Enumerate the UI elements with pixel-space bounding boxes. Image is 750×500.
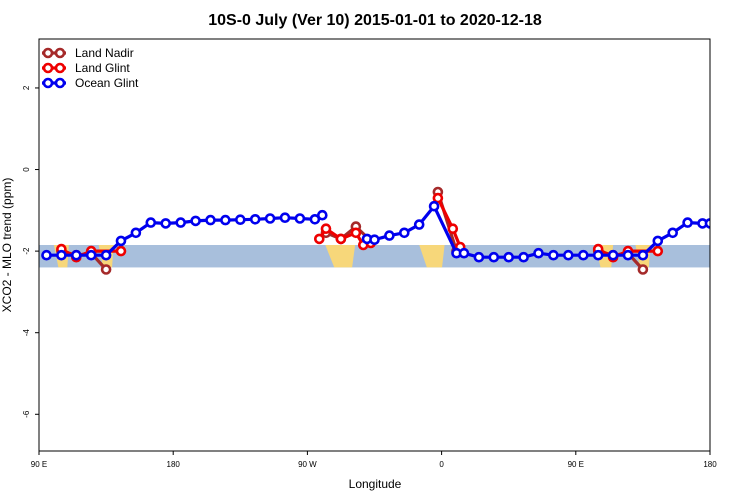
data-point	[518, 251, 529, 263]
y-axis-label: XCO2 - MLO trend (ppm)	[0, 178, 14, 313]
data-point	[413, 219, 425, 230]
data-point	[115, 245, 127, 257]
data-point	[100, 249, 112, 261]
series-group	[41, 186, 710, 275]
data-point	[100, 264, 112, 275]
data-point	[622, 249, 634, 261]
y-tick-label: -2	[22, 247, 31, 255]
data-point	[145, 217, 157, 228]
data-point	[350, 227, 362, 239]
data-point	[398, 227, 410, 239]
data-point	[682, 217, 693, 228]
legend-item: Land Glint	[42, 61, 130, 75]
data-point	[384, 230, 395, 241]
data-point	[562, 249, 574, 261]
data-point	[249, 214, 261, 225]
data-point	[309, 214, 321, 225]
data-point	[577, 249, 589, 261]
legend-marker	[54, 77, 66, 89]
x-tick-label: 90 E	[31, 460, 47, 469]
data-point	[313, 233, 325, 245]
data-point	[41, 249, 52, 261]
y-tick-label: 2	[22, 85, 31, 90]
data-point	[548, 249, 559, 261]
legend-item: Ocean Glint	[42, 76, 139, 90]
data-point	[432, 192, 444, 204]
x-tick-label: 0	[439, 460, 444, 469]
data-point	[533, 247, 544, 259]
legend-item: Land Nadir	[42, 46, 134, 60]
series-line	[325, 225, 372, 243]
data-point	[316, 209, 328, 221]
series-ocean-glint	[41, 200, 710, 263]
data-point	[220, 214, 231, 226]
data-point	[488, 251, 500, 263]
data-point	[447, 223, 459, 234]
legend-label: Land Nadir	[75, 46, 134, 60]
x-tick-label: 180	[703, 460, 717, 469]
data-point	[235, 214, 246, 225]
plot-frame	[38, 38, 711, 452]
plot-area	[39, 186, 710, 275]
legend-marker	[54, 62, 66, 74]
chart-title: 10S-0 July (Ver 10) 2015-01-01 to 2020-1…	[208, 12, 542, 29]
data-point	[294, 213, 306, 224]
data-point	[637, 264, 649, 275]
x-tick-label: 90 E	[568, 460, 584, 469]
legend-label: Land Glint	[75, 61, 130, 75]
legend-marker	[42, 47, 54, 59]
y-axis: 2 0 -2 -4 -6	[22, 85, 39, 418]
data-point	[320, 223, 332, 234]
y-tick-label: -6	[22, 410, 31, 418]
data-point	[279, 212, 291, 223]
legend-label: Ocean Glint	[75, 76, 139, 90]
data-point	[652, 245, 664, 257]
x-tick-label: 90 W	[298, 460, 317, 469]
y-tick-label: 0	[22, 167, 31, 172]
data-point	[190, 215, 201, 227]
data-point	[264, 213, 276, 224]
land-south-america	[325, 245, 356, 268]
data-point	[71, 249, 82, 261]
data-point	[704, 218, 710, 229]
x-tick-label: 180	[167, 460, 181, 469]
data-point	[637, 249, 649, 261]
data-point	[56, 249, 67, 261]
land-africa	[419, 245, 445, 268]
data-point	[607, 249, 619, 261]
data-point	[335, 233, 347, 245]
legend-marker	[42, 77, 54, 89]
legend-marker	[54, 47, 66, 59]
data-point	[85, 249, 97, 261]
data-point	[473, 251, 485, 263]
data-point	[160, 218, 171, 229]
data-point	[115, 235, 127, 247]
x-axis: 90 E 180 90 W 0 90 E 180	[31, 451, 717, 469]
data-point	[667, 227, 679, 239]
data-point	[369, 234, 380, 245]
legend-marker	[42, 62, 54, 74]
data-point	[130, 227, 142, 239]
data-point	[592, 249, 604, 261]
data-point	[652, 235, 664, 247]
data-point	[205, 214, 216, 226]
x-axis-label: Longitude	[349, 477, 402, 491]
data-point	[175, 217, 186, 228]
y-tick-label: -4	[22, 329, 31, 337]
data-point	[428, 200, 440, 212]
data-point	[458, 247, 470, 259]
data-point	[503, 251, 515, 263]
